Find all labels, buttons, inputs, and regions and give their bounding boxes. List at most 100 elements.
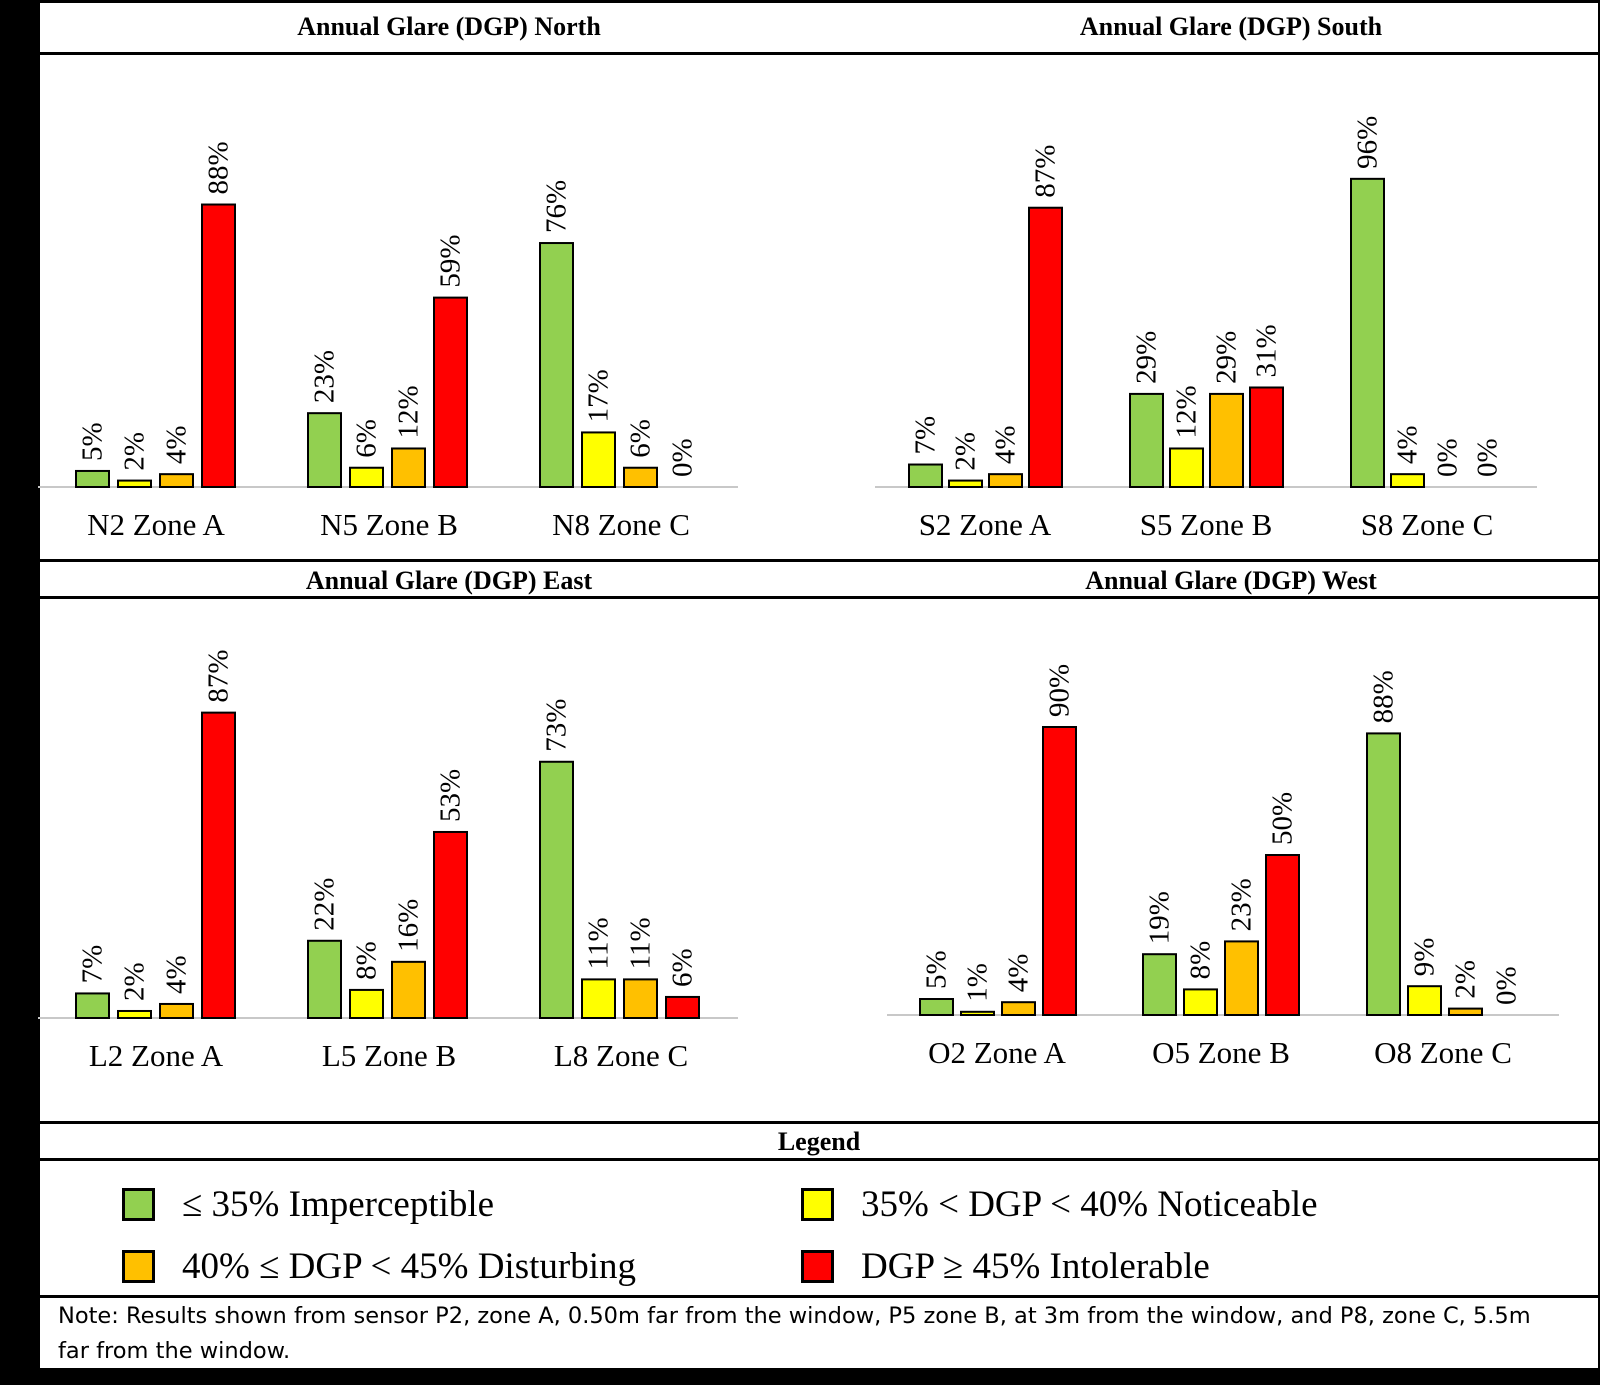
data-label-east-2-noticeable: 11% [583, 917, 615, 969]
data-label-south-2-noticeable: 4% [1392, 425, 1424, 464]
category-label-south-2: S8 Zone C [1361, 507, 1494, 542]
data-label-east-0-intolerable: 87% [203, 649, 235, 702]
bar-south-1-noticeable [1169, 447, 1204, 489]
legend-label-intolerable: DGP ≥ 45% Intolerable [861, 1246, 1210, 1287]
legend-swatch-intolerable [801, 1250, 834, 1283]
bar-west-1-noticeable [1183, 988, 1218, 1017]
data-label-west-0-intolerable: 90% [1044, 664, 1076, 717]
rule-legend-title [40, 1158, 1598, 1161]
bar-west-0-imperceptible [919, 998, 954, 1016]
bar-south-0-disturbing [988, 473, 1023, 489]
bar-east-2-noticeable [581, 978, 616, 1020]
legend-label-disturbing: 40% ≤ DGP < 45% Disturbing [182, 1246, 636, 1287]
data-label-west-1-disturbing: 23% [1226, 878, 1258, 931]
bar-west-2-disturbing [1448, 1007, 1483, 1016]
data-label-north-1-noticeable: 6% [351, 419, 383, 458]
bar-west-1-disturbing [1224, 940, 1259, 1017]
category-label-south-1: S5 Zone B [1140, 507, 1273, 542]
data-label-west-2-intolerable: 0% [1491, 966, 1523, 1005]
data-label-south-2-intolerable: 0% [1472, 438, 1504, 477]
bar-west-2-imperceptible [1366, 732, 1401, 1017]
data-label-south-1-intolerable: 31% [1251, 324, 1283, 377]
data-label-north-1-intolerable: 59% [435, 234, 467, 287]
bar-east-0-noticeable [117, 1009, 152, 1019]
data-label-west-1-intolerable: 50% [1267, 792, 1299, 845]
data-label-south-1-disturbing: 29% [1211, 331, 1243, 384]
bar-east-0-disturbing [159, 1002, 194, 1020]
category-label-west-1: O5 Zone B [1152, 1035, 1290, 1070]
chart-title-south: Annual Glare (DGP) South [1079, 12, 1383, 41]
bar-north-2-disturbing [623, 466, 658, 488]
bar-west-0-disturbing [1001, 1001, 1036, 1017]
bar-north-0-noticeable [117, 479, 152, 488]
bar-north-2-noticeable [581, 431, 616, 488]
bar-west-1-imperceptible [1142, 953, 1177, 1017]
legend-swatch-noticeable [801, 1188, 834, 1221]
data-label-south-0-intolerable: 87% [1030, 145, 1062, 198]
data-label-north-1-imperceptible: 23% [309, 350, 341, 403]
category-label-north-2: N8 Zone C [552, 507, 690, 542]
category-label-west-0: O2 Zone A [928, 1035, 1066, 1070]
data-label-north-2-imperceptible: 76% [541, 180, 573, 233]
bar-south-0-imperceptible [908, 463, 943, 488]
legend-item-noticeable: 35% < DGP < 40% Noticeable [801, 1183, 1318, 1226]
data-label-north-1-disturbing: 12% [393, 385, 425, 438]
bar-south-0-noticeable [948, 479, 983, 488]
data-label-east-2-intolerable: 6% [667, 948, 699, 987]
data-label-north-2-noticeable: 17% [583, 369, 615, 422]
data-label-south-0-noticeable: 2% [950, 432, 982, 471]
legend-item-imperceptible: ≤ 35% Imperceptible [122, 1183, 494, 1226]
bar-north-0-intolerable [201, 203, 236, 489]
data-label-north-0-disturbing: 4% [161, 425, 193, 464]
data-label-east-2-disturbing: 11% [625, 917, 657, 969]
rule-mid-title [40, 596, 1598, 599]
bar-north-0-disturbing [159, 473, 194, 489]
rule-top-title [40, 52, 1598, 55]
data-label-east-0-noticeable: 2% [119, 962, 151, 1001]
data-label-south-1-noticeable: 12% [1171, 385, 1203, 438]
data-label-west-1-imperceptible: 19% [1144, 891, 1176, 944]
data-label-west-0-noticeable: 1% [962, 963, 994, 1002]
category-label-east-2: L8 Zone C [554, 1038, 688, 1073]
bar-east-0-imperceptible [75, 992, 110, 1019]
data-label-east-2-imperceptible: 73% [541, 699, 573, 752]
data-label-north-0-noticeable: 2% [119, 432, 151, 471]
bar-south-0-intolerable [1028, 206, 1063, 488]
bar-north-0-imperceptible [75, 469, 110, 489]
data-label-east-1-disturbing: 16% [393, 899, 425, 952]
bar-north-1-disturbing [391, 447, 426, 489]
category-label-west-2: O8 Zone C [1374, 1035, 1512, 1070]
chart-title-west: Annual Glare (DGP) West [1085, 566, 1377, 595]
bar-west-0-intolerable [1042, 726, 1077, 1016]
rule-legend-top [40, 1121, 1598, 1124]
data-label-east-0-imperceptible: 7% [77, 945, 109, 984]
legend-title: Legend [777, 1127, 861, 1156]
bar-east-2-disturbing [623, 978, 658, 1020]
bar-north-2-imperceptible [539, 242, 574, 488]
bar-south-1-imperceptible [1129, 392, 1164, 488]
category-label-north-1: N5 Zone B [320, 507, 458, 542]
bar-east-2-imperceptible [539, 760, 574, 1020]
bar-east-1-disturbing [391, 960, 426, 1020]
legend-item-disturbing: 40% ≤ DGP < 45% Disturbing [122, 1245, 636, 1288]
figure-panel [40, 3, 1598, 1368]
bar-south-2-imperceptible [1350, 177, 1385, 488]
legend-label-noticeable: 35% < DGP < 40% Noticeable [861, 1184, 1318, 1225]
data-label-south-2-disturbing: 0% [1432, 438, 1464, 477]
category-label-north-0: N2 Zone A [87, 507, 225, 542]
legend-label-imperceptible: ≤ 35% Imperceptible [182, 1184, 495, 1225]
data-label-north-2-intolerable: 0% [667, 438, 699, 477]
data-label-east-0-disturbing: 4% [161, 955, 193, 994]
data-label-east-1-intolerable: 53% [435, 769, 467, 822]
bar-east-2-intolerable [665, 995, 700, 1020]
data-label-south-1-imperceptible: 29% [1131, 331, 1163, 384]
category-label-east-1: L5 Zone B [322, 1038, 456, 1073]
data-label-west-2-disturbing: 2% [1450, 960, 1482, 999]
data-label-west-2-noticeable: 9% [1409, 938, 1441, 977]
bar-south-2-noticeable [1390, 473, 1425, 489]
category-label-south-0: S2 Zone A [919, 507, 1052, 542]
rule-mid [40, 559, 1598, 562]
bar-east-1-intolerable [433, 830, 468, 1019]
data-label-west-2-imperceptible: 88% [1368, 670, 1400, 723]
